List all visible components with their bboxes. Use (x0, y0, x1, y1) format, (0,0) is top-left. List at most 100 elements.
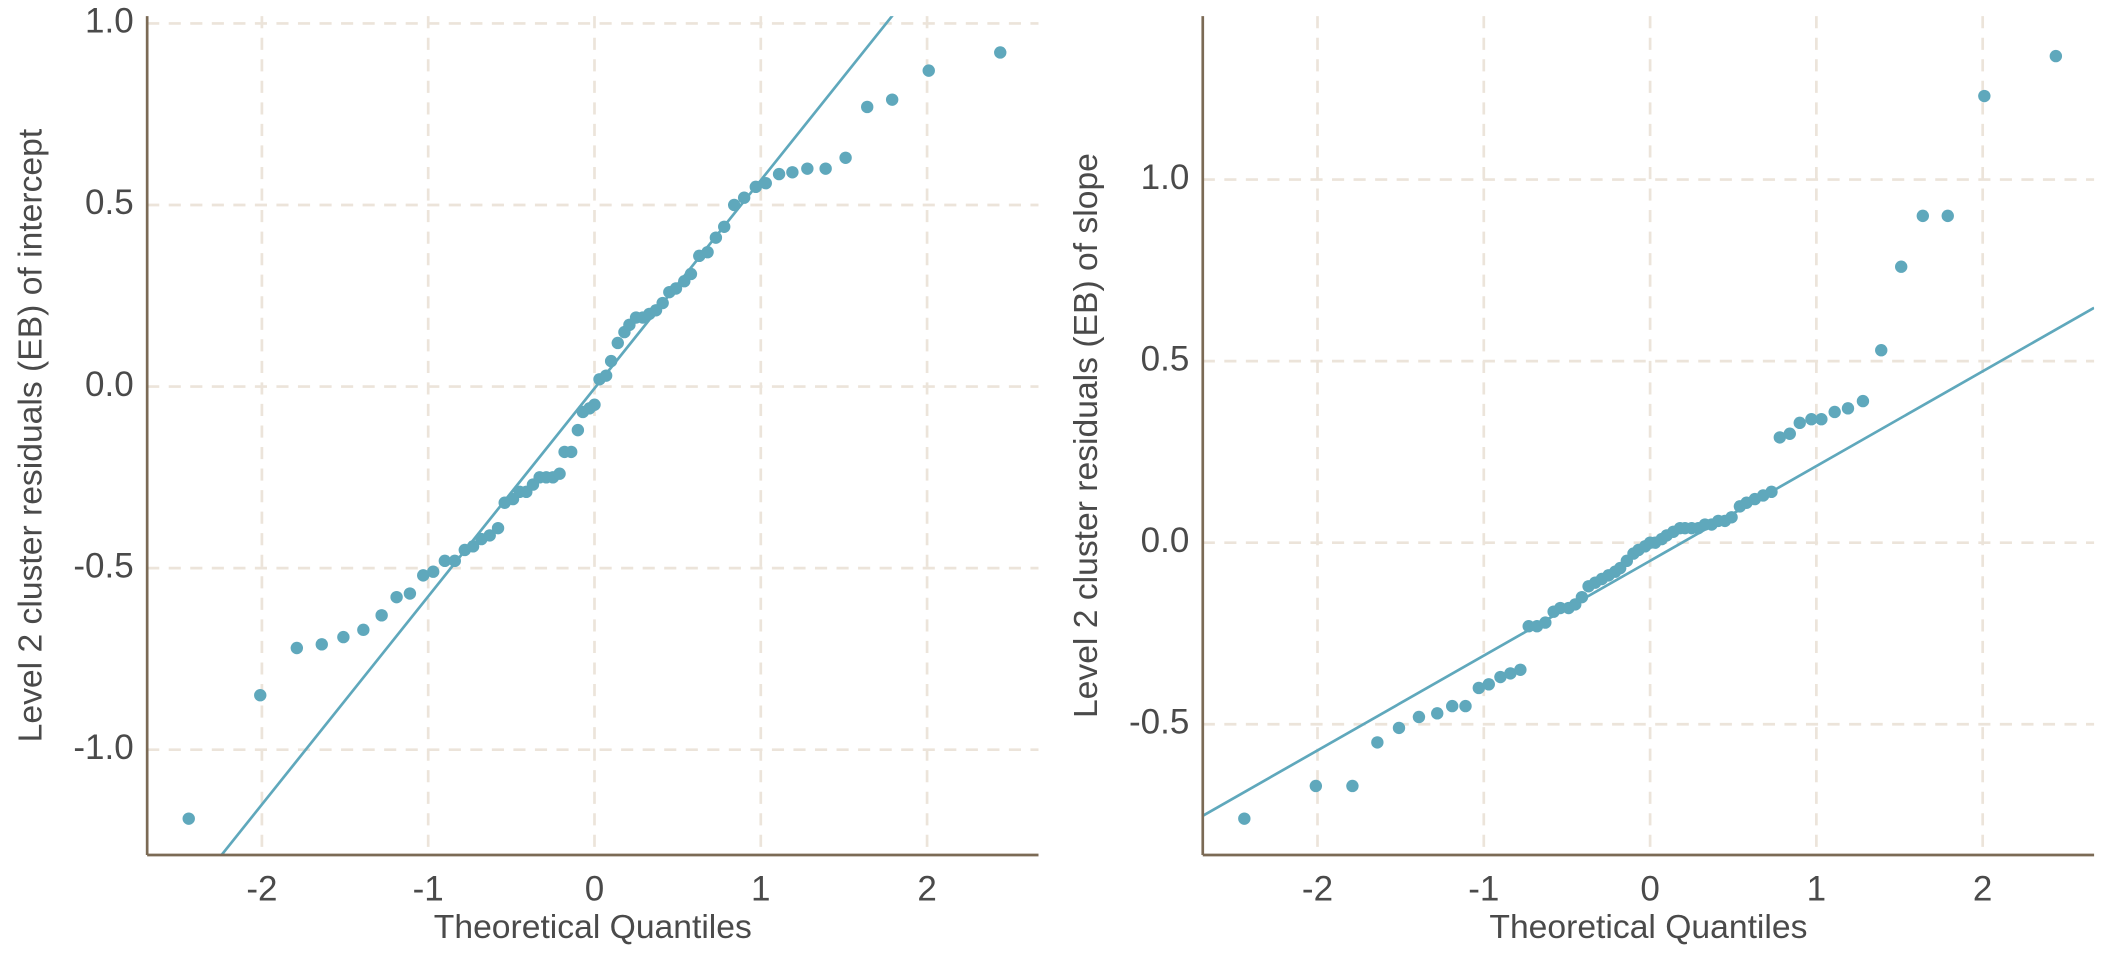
y-tick-label: 1.0 (1141, 158, 1190, 197)
point (1773, 431, 1786, 444)
point (1472, 681, 1486, 695)
point (182, 812, 195, 825)
x-tick-label: -2 (1302, 870, 1333, 909)
point (737, 191, 751, 204)
x-tick-label: 0 (585, 870, 604, 909)
y-tick-label: -0.5 (73, 546, 133, 585)
point (1412, 710, 1426, 724)
point (1539, 616, 1552, 629)
point (718, 220, 731, 233)
point (403, 587, 417, 600)
point (426, 565, 440, 578)
point (2049, 49, 2063, 63)
point (1793, 416, 1806, 430)
point (1805, 413, 1818, 426)
point (727, 198, 741, 212)
point (819, 162, 832, 175)
point (759, 177, 772, 190)
point (571, 423, 585, 437)
point (885, 93, 899, 106)
point (1978, 89, 1991, 103)
point (1392, 721, 1406, 735)
point (749, 180, 762, 194)
point (1446, 699, 1459, 713)
point (1815, 413, 1828, 426)
point (448, 554, 462, 568)
point (604, 354, 618, 368)
point (1725, 511, 1738, 524)
point (772, 167, 786, 181)
point (337, 630, 350, 644)
point (839, 151, 852, 164)
point (1371, 736, 1384, 749)
point (315, 638, 328, 651)
y-axis-label: Level 2 cluster residuals (EB) of slope (1068, 153, 1105, 718)
point (1828, 405, 1841, 419)
point (709, 231, 723, 244)
point (357, 623, 370, 637)
y-tick-label: -1.0 (73, 728, 133, 767)
point (656, 296, 669, 310)
x-tick-label: 1 (1807, 870, 1826, 909)
reference-line (219, 16, 894, 855)
y-axis-label: Level 2 cluster residuals (EB) of interc… (13, 128, 50, 742)
x-axis-label: Theoretical Quantiles (434, 909, 752, 946)
y-tick-label: 0.0 (85, 365, 134, 404)
point (1504, 667, 1517, 680)
point (1916, 209, 1930, 223)
point (801, 162, 814, 175)
point (1856, 394, 1870, 408)
point (1941, 209, 1954, 223)
y-tick-label: -0.5 (1129, 703, 1189, 742)
point (1431, 707, 1444, 720)
point (254, 689, 267, 702)
point (669, 282, 683, 295)
point (599, 369, 613, 382)
point (588, 398, 601, 411)
y-tick-label: 0.5 (85, 183, 134, 222)
y-tick-label: 0.0 (1141, 521, 1190, 560)
point (466, 540, 480, 553)
point (611, 336, 624, 350)
point (1841, 402, 1855, 415)
point (861, 100, 874, 114)
point (786, 166, 799, 179)
point (1875, 344, 1888, 357)
point (375, 609, 388, 622)
point (1346, 779, 1359, 793)
x-tick-label: 0 (1640, 870, 1659, 909)
x-tick-label: 1 (751, 870, 770, 909)
x-tick-label: -1 (1468, 870, 1499, 909)
reference-line (1202, 306, 2095, 817)
point (553, 467, 566, 480)
point (1459, 699, 1472, 713)
x-axis-label: Theoretical Quantiles (1489, 909, 1807, 946)
x-tick-label: 2 (1973, 870, 1992, 909)
x-tick-label: -1 (413, 870, 444, 909)
point (1309, 779, 1323, 793)
point (390, 590, 403, 604)
point (994, 46, 1007, 59)
point (1494, 670, 1507, 684)
y-tick-label: 1.0 (85, 2, 134, 41)
point (438, 554, 452, 568)
point (417, 569, 430, 582)
point (1482, 678, 1495, 691)
x-tick-label: -2 (246, 870, 277, 909)
point (922, 64, 935, 77)
point (1783, 427, 1796, 440)
point (290, 641, 304, 655)
point (1238, 812, 1251, 825)
y-tick-label: 0.5 (1141, 339, 1190, 378)
point (1575, 590, 1589, 604)
point (491, 521, 505, 535)
point (1514, 663, 1527, 676)
point (1894, 260, 1908, 273)
point (483, 529, 496, 542)
x-tick-label: 2 (917, 870, 936, 909)
point (701, 245, 714, 259)
point (565, 445, 578, 459)
point (684, 267, 698, 281)
point (1765, 485, 1778, 499)
